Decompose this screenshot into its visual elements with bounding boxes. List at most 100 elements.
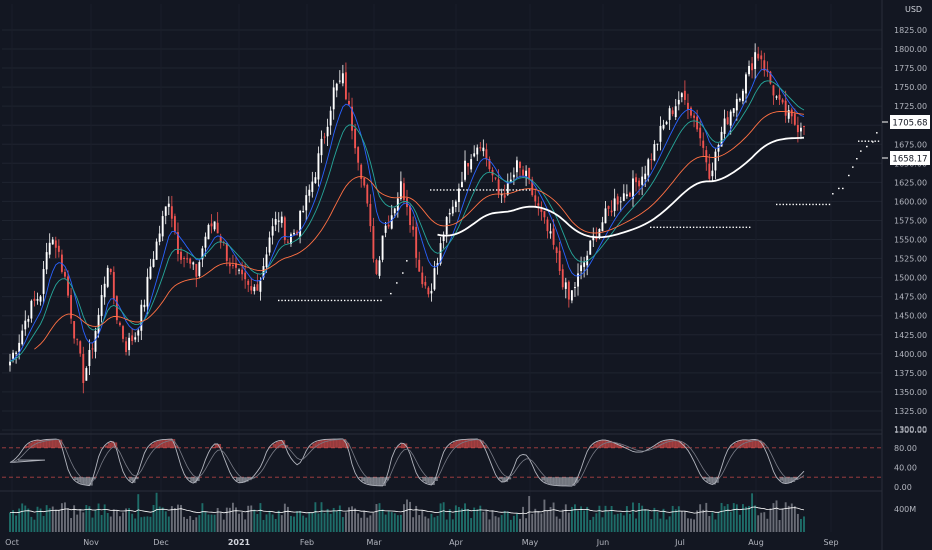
candle-body (286, 241, 289, 243)
dotted-level (663, 226, 665, 229)
volume-bar (647, 510, 650, 532)
osc-overbought-fill (312, 443, 316, 448)
osc-oversold-fill (190, 477, 194, 482)
dotted-level (650, 226, 652, 229)
candle-body (91, 348, 94, 350)
candle-body (479, 147, 482, 149)
volume-bar (644, 509, 647, 532)
volume-bar (751, 493, 754, 532)
candle-body (461, 181, 463, 188)
volume-bar (800, 518, 802, 532)
osc-overbought-fill (43, 439, 47, 448)
osc-oversold-fill (83, 477, 87, 485)
candle-body (311, 181, 314, 192)
osc-oversold-fill (547, 477, 551, 485)
volume-bar (479, 505, 482, 532)
candle-body (259, 280, 262, 292)
volume-bar (317, 513, 320, 532)
osc-oversold-fill (235, 477, 240, 482)
osc-overbought-fill (660, 441, 664, 448)
osc-overbought-fill (327, 439, 331, 448)
volume-bar (173, 508, 176, 532)
candle-body (48, 242, 51, 255)
candle-body (451, 206, 454, 214)
candle-body (754, 52, 757, 69)
candle-body (760, 55, 763, 60)
volume-bar (659, 518, 662, 532)
candle-body (384, 225, 387, 233)
candle-body (369, 203, 372, 227)
candle-body (210, 223, 213, 227)
candle-body (464, 160, 466, 180)
volume-bar (198, 515, 201, 532)
volume-bar (302, 515, 305, 532)
osc-oversold-fill (364, 477, 368, 484)
candle-body (378, 260, 381, 276)
candle-body (262, 266, 265, 278)
volume-bar (512, 515, 515, 532)
volume-bar (369, 515, 372, 532)
volume-bar (91, 517, 94, 532)
osc-oversold-fill (422, 477, 426, 482)
volume-bar (18, 508, 21, 532)
volume-bar (396, 515, 399, 532)
osc-overbought-fill (593, 443, 597, 448)
y-tick-label-11: 1575.00 (894, 216, 927, 225)
osc-overbought-fill (315, 441, 319, 448)
candle-body (427, 287, 430, 295)
dotted-level (443, 189, 445, 191)
candle-body (158, 233, 161, 242)
volume-bar (717, 511, 720, 532)
candle-body (708, 163, 711, 179)
candle-body (671, 110, 674, 115)
volume-bar (409, 501, 411, 532)
dotted-level (673, 226, 675, 229)
osc-overbought-fill (275, 441, 280, 448)
y-tick-label-8: 1500.00 (894, 274, 927, 283)
osc-oversold-fill (242, 477, 246, 483)
volume-bar (668, 516, 671, 532)
volume-bar (195, 517, 198, 532)
candle-body (720, 131, 723, 147)
dotted-level (350, 299, 352, 302)
volume-bar (326, 508, 329, 532)
dotted-level (297, 299, 300, 302)
dotted-level (357, 299, 359, 302)
volume-bar (308, 512, 311, 532)
volume-bar (42, 516, 45, 532)
volume-bar (12, 510, 14, 532)
candle-body (690, 107, 692, 116)
osc-overbought-fill (596, 441, 600, 448)
volume-bar (73, 505, 76, 532)
osc-overbought-fill (678, 441, 683, 448)
candle-body (241, 269, 244, 275)
candle-body (314, 177, 317, 184)
volume-bar (653, 507, 656, 532)
volume-bar (500, 515, 503, 532)
dotted-level (864, 140, 866, 142)
candle-body (745, 74, 747, 94)
candle-body (638, 180, 641, 187)
dotted-level (792, 203, 794, 206)
x-tick-label-jul: Jul (674, 538, 685, 547)
volume-bar (476, 509, 479, 532)
candle-body (302, 211, 305, 213)
candle-body (467, 163, 470, 167)
osc-overbought-fill (52, 439, 57, 448)
volume-bar (204, 511, 207, 532)
volume-bar (128, 508, 131, 532)
candle-body (143, 304, 146, 308)
candle-body (540, 208, 543, 212)
candle-body (57, 245, 60, 252)
dotted-level (679, 226, 682, 229)
candle-body (454, 201, 457, 208)
volume-bar (683, 511, 686, 532)
candle-body (45, 252, 48, 270)
volume-bar (296, 511, 299, 532)
osc-overbought-fill (397, 445, 402, 448)
osc-overbought-fill (483, 445, 487, 448)
osc-oversold-fill (251, 477, 255, 479)
osc-overbought-fill (455, 440, 460, 448)
dotted-level (436, 189, 438, 191)
